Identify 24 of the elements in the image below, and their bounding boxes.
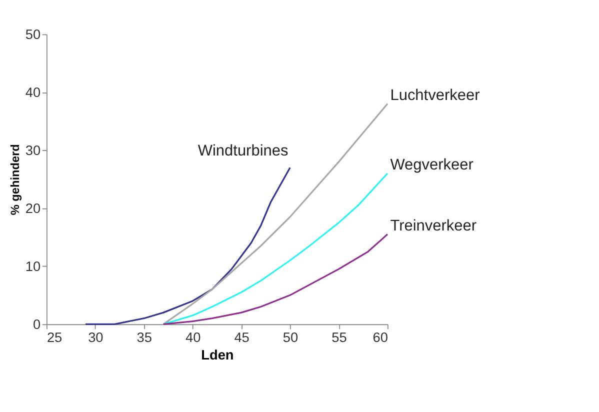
x-tick-label: 30 — [88, 330, 104, 345]
y-tick-label: 40 — [25, 85, 41, 100]
y-axis-title: % gehinderd — [8, 144, 22, 216]
line-series — [84, 166, 291, 325]
y-tick-label: 20 — [25, 201, 41, 216]
line-series — [162, 172, 388, 325]
line-series — [162, 233, 388, 325]
x-tick-label: 35 — [136, 330, 152, 345]
series-label: Wegverkeer — [390, 156, 474, 174]
x-tick-label: 45 — [234, 330, 250, 345]
y-tick-label: 30 — [25, 143, 41, 158]
series-label: Treinverkeer — [390, 218, 477, 235]
x-axis-title: Lden — [201, 347, 234, 362]
x-tick-label: 25 — [46, 330, 63, 345]
y-tick-label: 50 — [25, 27, 41, 42]
series-label: Windturbines — [198, 142, 288, 160]
x-tick-label: 60 — [372, 330, 388, 345]
x-tick-label: 40 — [185, 330, 202, 345]
y-tick-label: 10 — [25, 259, 41, 274]
x-tick-label: 55 — [332, 330, 348, 345]
line-series — [162, 102, 388, 325]
series-label: Luchtverkeer — [390, 87, 480, 104]
x-tick-label: 50 — [282, 330, 299, 345]
y-tick-label: 0 — [32, 317, 41, 332]
